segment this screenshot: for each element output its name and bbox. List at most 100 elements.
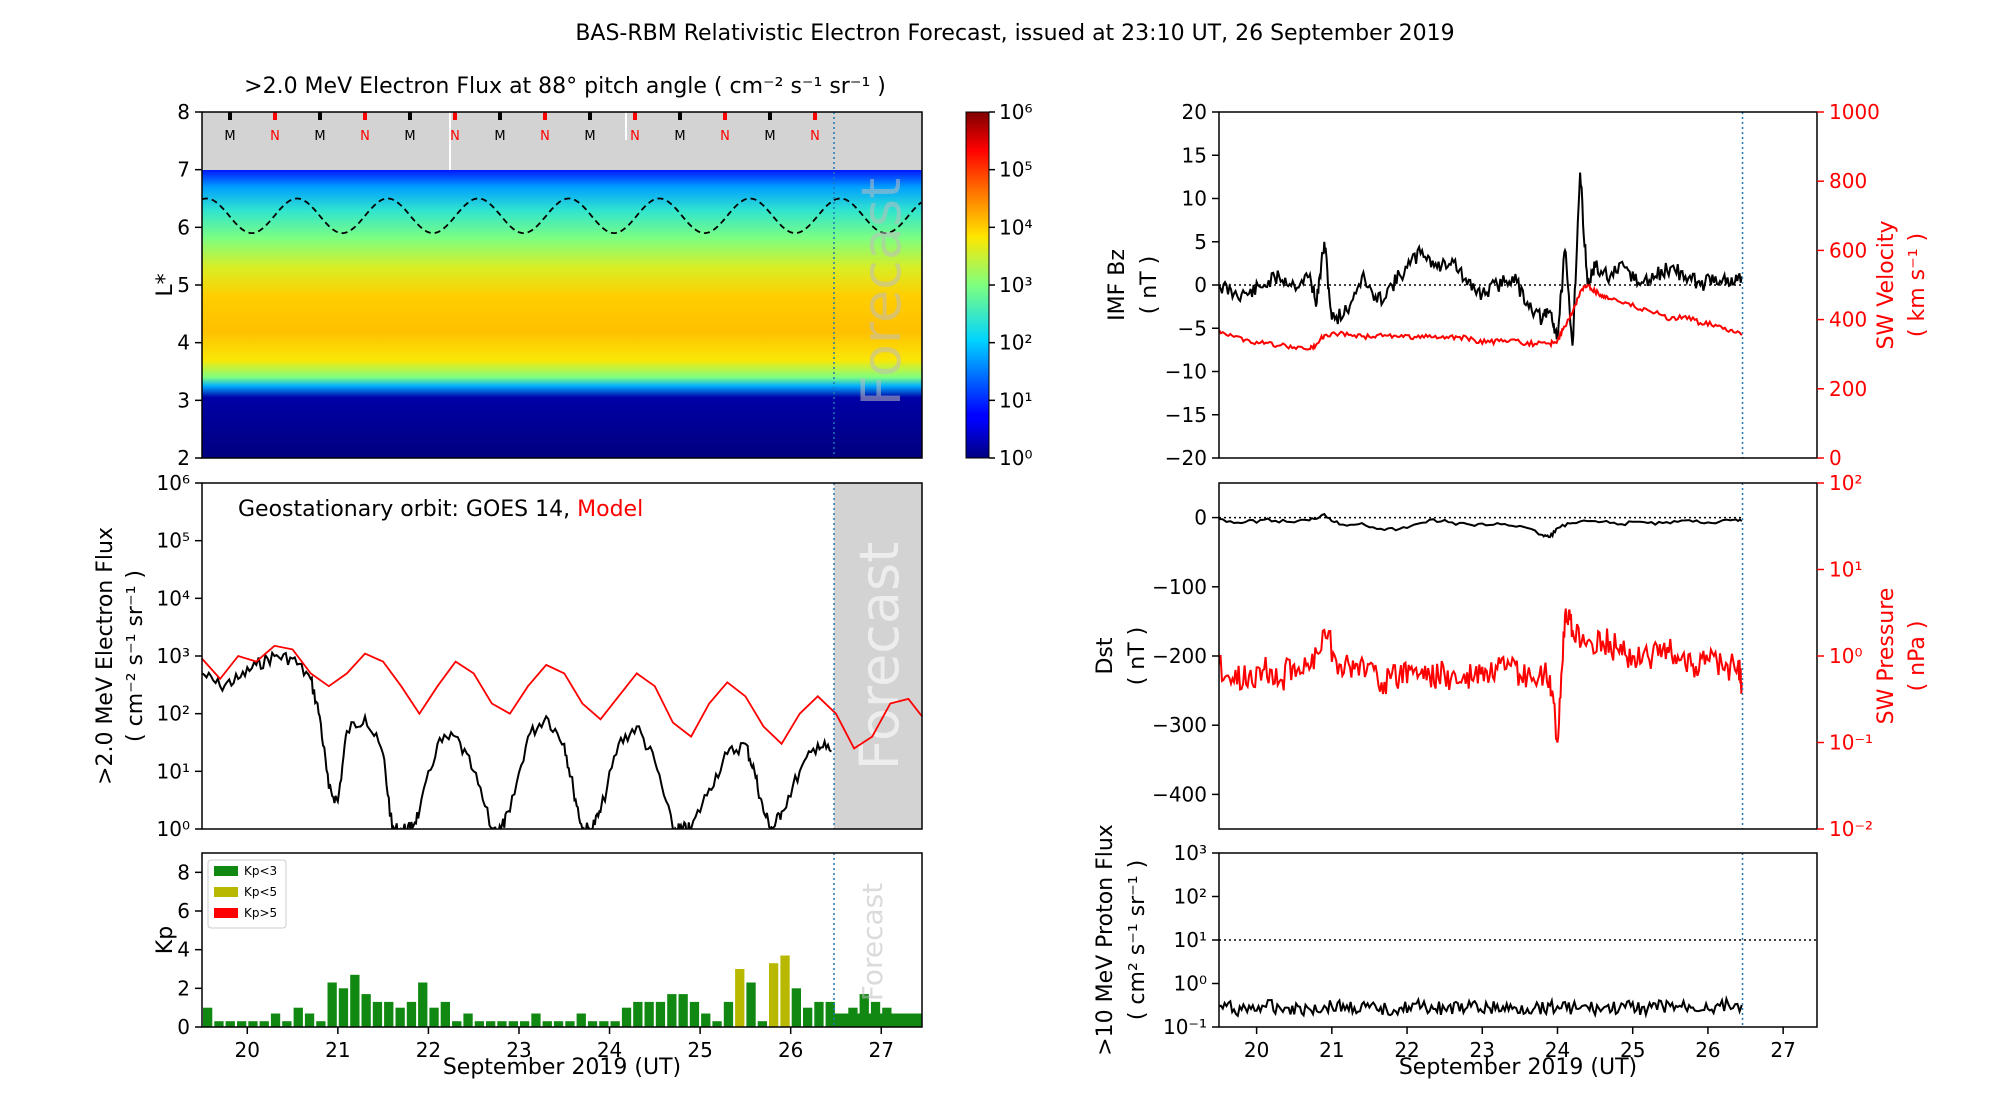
ytick-label: 10 — [1182, 187, 1207, 211]
colorbar-tick-label: 10⁶ — [999, 100, 1032, 124]
ytick-label: −400 — [1152, 782, 1207, 806]
imf-panel: −20 −15 −10 −5 0 5 10 15 20 0 200 400 600 800 1000 IM… — [1105, 100, 1930, 470]
imf-ylabel-units: ( nT ) — [1137, 256, 1162, 315]
xtick-label: 21 — [325, 1038, 350, 1062]
colorbar-tick-label: 10⁰ — [999, 446, 1032, 470]
ytick-label: 10⁰ — [1829, 644, 1862, 668]
ytick-label: 800 — [1829, 169, 1867, 193]
xtick-label: 20 — [235, 1038, 260, 1062]
mlt-label: M — [224, 129, 235, 144]
goes-label-prefix: Geostationary orbit: GOES 14, — [238, 497, 570, 522]
kp-bar — [497, 1021, 507, 1027]
dst-line — [1219, 512, 1743, 539]
ytick-label: 0 — [1194, 273, 1207, 297]
ytick-label: 5 — [177, 273, 190, 297]
imf-yaxis: −20 −15 −10 −5 0 5 10 15 20 — [1165, 100, 1219, 470]
lstar-heatmap — [202, 170, 922, 458]
xtick-label: 27 — [869, 1038, 894, 1062]
lstar-forecast-watermark: Forecast — [850, 178, 913, 407]
colorbar-tick-label: 10¹ — [999, 388, 1032, 412]
lstar-panel: >2.0 MeV Electron Flux at 88° pitch angl… — [153, 74, 923, 470]
ytick-label: 10¹ — [1829, 558, 1862, 582]
kp-legend-low: Kp<3 — [244, 864, 277, 878]
kp-bar — [599, 1021, 609, 1027]
kp-bar — [304, 1013, 315, 1027]
lstar-plasmapause-line — [202, 197, 922, 234]
kp-bar — [282, 1021, 292, 1027]
kp-bar — [735, 969, 745, 1027]
kp-forecast-bar — [912, 1013, 922, 1027]
ytick-label: 10⁻² — [1829, 817, 1873, 841]
mlt-label: M — [404, 129, 415, 144]
kp-bar — [316, 1021, 326, 1027]
imf-y2axis: 0 200 400 600 800 1000 — [1817, 100, 1880, 470]
mlt-label: M — [494, 129, 505, 144]
proton-flux-line — [1219, 994, 1743, 1019]
xtick-label: 20 — [1244, 1038, 1269, 1062]
kp-ylabel: Kp — [153, 926, 178, 954]
ytick-label: 6 — [177, 899, 190, 923]
kp-forecast-bar — [856, 1013, 866, 1027]
ytick-label: 10⁰ — [1174, 972, 1207, 996]
xtick-label: 26 — [778, 1038, 803, 1062]
ytick-label: 10¹ — [1174, 928, 1207, 952]
ytick-label: 600 — [1829, 238, 1867, 262]
kp-bar — [723, 1001, 734, 1027]
goes-model-line — [202, 644, 922, 750]
kp-xaxis: 20 21 22 23 24 25 26 27 — [235, 1027, 894, 1062]
kp-bar — [553, 1021, 564, 1027]
proton-xaxis: 20 21 22 23 24 25 26 27 — [1244, 1027, 1796, 1062]
ytick-label: 1000 — [1829, 100, 1880, 124]
ytick-label: 400 — [1829, 308, 1867, 332]
kp-forecast-bar — [833, 1013, 843, 1027]
kp-bar — [791, 988, 801, 1027]
ytick-label: 10⁻¹ — [1163, 1015, 1207, 1039]
proton-panel: 10⁻¹ 10⁰ 10¹ 10² 10³ 20 21 22 23 24 25 26 27 >10 Me… — [1093, 824, 1818, 1080]
xtick-label: 27 — [1770, 1038, 1795, 1062]
kp-bar — [338, 988, 349, 1027]
kp-forecast-bar — [878, 1013, 888, 1027]
xtick-label: 24 — [1545, 1038, 1570, 1062]
ytick-label: 20 — [1182, 100, 1207, 124]
dst-yaxis: −400 −300 −200 −100 0 — [1152, 506, 1219, 806]
kp-forecast-bar — [844, 1013, 854, 1027]
mlt-label: N — [540, 129, 550, 144]
colorbar-ticks: 10⁰ 10¹ 10² 10³ 10⁴ 10⁵ 10⁶ — [989, 100, 1032, 470]
ytick-label: 0 — [1829, 446, 1842, 470]
goes-forecast-watermark: Forecast — [848, 542, 911, 771]
imf-velocity-line — [1219, 283, 1743, 352]
colorbar-gradient — [965, 111, 990, 459]
kp-bar — [203, 1007, 213, 1027]
kp-bar — [372, 1001, 383, 1027]
mlt-label: N — [630, 129, 640, 144]
ytick-label: −20 — [1165, 446, 1207, 470]
kp-bar — [350, 974, 360, 1027]
kp-legend-high: Kp>5 — [244, 906, 277, 920]
ytick-label: 200 — [1829, 377, 1867, 401]
mlt-label: N — [360, 129, 370, 144]
ytick-label: 0 — [1194, 506, 1207, 530]
goes-obs-line — [202, 650, 832, 829]
colorbar-tick-label: 10³ — [999, 273, 1032, 297]
kp-bar — [214, 1021, 224, 1027]
xtick-label: 25 — [1620, 1038, 1645, 1062]
kp-bar — [689, 1001, 700, 1027]
proton-ylabel: >10 MeV Proton Flux — [1093, 824, 1118, 1056]
lstar-yaxis: 2 3 4 5 6 7 8 — [177, 100, 202, 470]
kp-forecast-bar — [889, 1013, 900, 1027]
goes-ylabel: >2.0 MeV Electron Flux — [93, 527, 118, 785]
dst-ylabel: Dst — [1093, 637, 1118, 674]
ytick-label: 3 — [177, 388, 190, 412]
ytick-label: 10² — [157, 702, 190, 726]
colorbar-tick-label: 10⁴ — [999, 215, 1032, 239]
goes-forecast-band — [834, 483, 922, 829]
kp-bar — [418, 982, 428, 1027]
kp-bar — [542, 1021, 552, 1027]
mlt-label: M — [764, 129, 775, 144]
xtick-label: 23 — [1470, 1038, 1495, 1062]
kp-yaxis: 0 2 4 6 8 — [177, 860, 202, 1039]
kp-bar — [565, 1021, 575, 1027]
dst-ylabel-units: ( nT ) — [1125, 627, 1150, 686]
